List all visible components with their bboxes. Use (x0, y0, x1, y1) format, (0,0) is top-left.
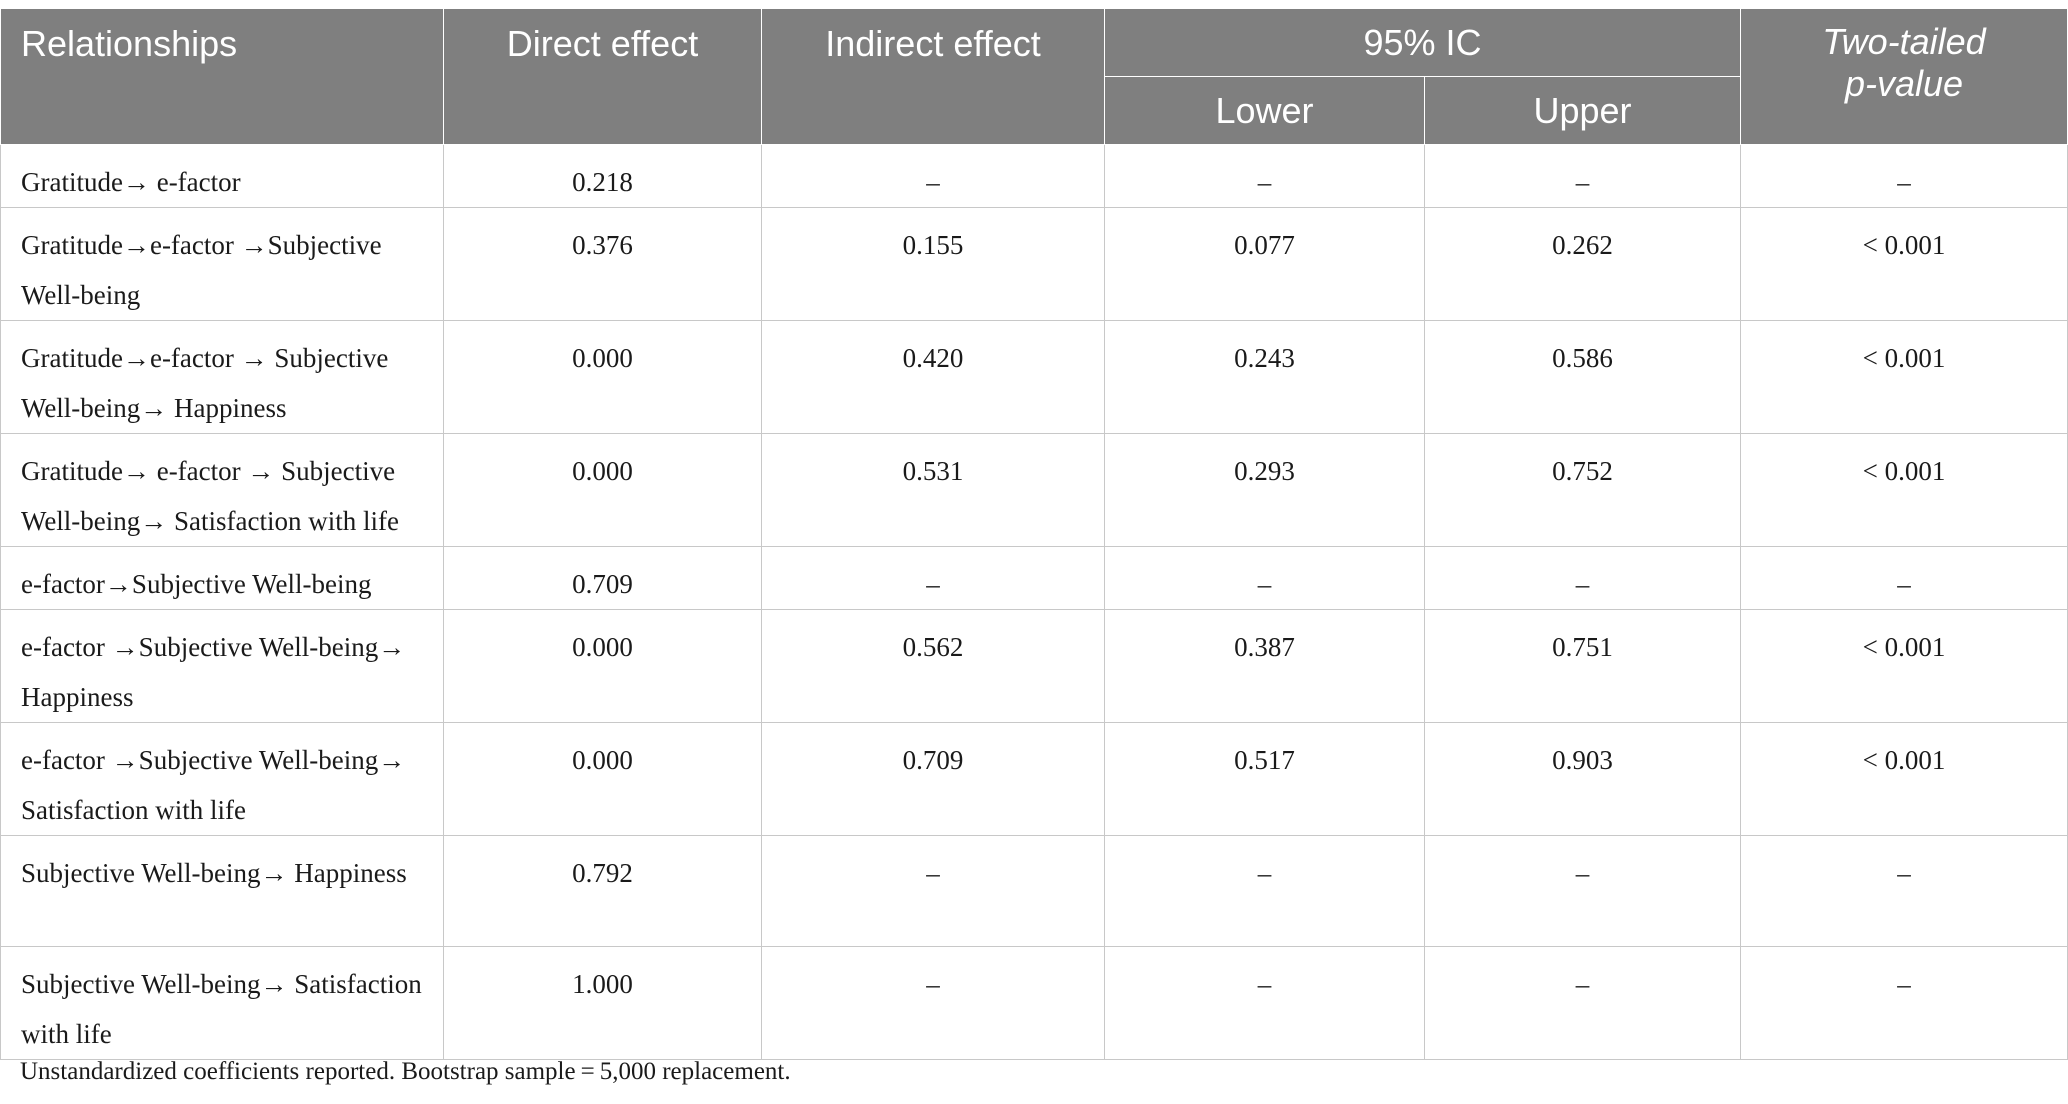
p-value-cell: < 0.001 (1740, 207, 2068, 321)
direct-effect-cell: 1.000 (443, 946, 762, 1060)
direct-effect-cell: 0.000 (443, 320, 762, 434)
direct-effect-cell: 0.000 (443, 433, 762, 547)
table-row: Gratitude→e-factor → Subjective Well-bei… (0, 320, 2068, 434)
p-value-cell: – (1740, 546, 2068, 610)
upper-ci-cell: – (1424, 546, 1741, 610)
upper-ci-cell: 0.752 (1424, 433, 1741, 547)
p-value-cell: – (1740, 835, 2068, 947)
upper-ci-cell: 0.262 (1424, 207, 1741, 321)
header-pvalue-line2: p-value (1844, 63, 1964, 104)
header-lower: Lower (1104, 76, 1425, 145)
table-row: Gratitude→ e-factor → Subjective Well-be… (0, 433, 2068, 547)
header-direct-effect: Direct effect (443, 8, 762, 145)
header-relationships: Relationships (0, 8, 444, 145)
table-row: Subjective Well-being→ Satisfaction with… (0, 946, 2068, 1060)
indirect-effect-cell: – (761, 946, 1105, 1060)
table-row: e-factor →Subjective Well-being→ Happine… (0, 609, 2068, 723)
indirect-effect-cell: 0.420 (761, 320, 1105, 434)
upper-ci-cell: – (1424, 946, 1741, 1060)
lower-ci-cell: 0.077 (1104, 207, 1425, 321)
p-value-cell: < 0.001 (1740, 433, 2068, 547)
indirect-effect-cell: 0.562 (761, 609, 1105, 723)
relationship-cell: e-factor →Subjective Well-being→ Happine… (0, 609, 444, 723)
relationship-cell: e-factor →Subjective Well-being→ Satisfa… (0, 722, 444, 836)
lower-ci-cell: 0.387 (1104, 609, 1425, 723)
upper-ci-cell: – (1424, 835, 1741, 947)
direct-effect-cell: 0.000 (443, 609, 762, 723)
direct-effect-cell: 0.376 (443, 207, 762, 321)
p-value-cell: – (1740, 946, 2068, 1060)
direct-effect-cell: 0.709 (443, 546, 762, 610)
lower-ci-cell: 0.517 (1104, 722, 1425, 836)
table-footnote: Unstandardized coefficients reported. Bo… (20, 1058, 791, 1085)
p-value-cell: < 0.001 (1740, 722, 2068, 836)
upper-ci-cell: 0.903 (1424, 722, 1741, 836)
header-upper: Upper (1424, 76, 1741, 145)
relationship-cell: Gratitude→ e-factor (0, 144, 444, 208)
lower-ci-cell: – (1104, 144, 1425, 208)
indirect-effect-cell: – (761, 144, 1105, 208)
upper-ci-cell: – (1424, 144, 1741, 208)
p-value-cell: – (1740, 144, 2068, 208)
direct-effect-cell: 0.792 (443, 835, 762, 947)
table-row: Subjective Well-being→ Happiness 0.792 –… (0, 835, 2068, 947)
header-pvalue-line1: Two-tailed (1822, 21, 1986, 62)
table-body: Gratitude→ e-factor 0.218 – – – – Gratit… (0, 144, 2068, 1060)
relationship-cell: Gratitude→e-factor →Subjective Well-bein… (0, 207, 444, 321)
table-row: e-factor→Subjective Well-being 0.709 – –… (0, 546, 2068, 610)
relationship-cell: Gratitude→e-factor → Subjective Well-bei… (0, 320, 444, 434)
relationship-cell: Gratitude→ e-factor → Subjective Well-be… (0, 433, 444, 547)
mediation-results-table: Relationships Direct effect Indirect eff… (0, 8, 2068, 1060)
indirect-effect-cell: – (761, 835, 1105, 947)
upper-ci-cell: 0.751 (1424, 609, 1741, 723)
p-value-cell: < 0.001 (1740, 320, 2068, 434)
lower-ci-cell: 0.243 (1104, 320, 1425, 434)
lower-ci-cell: 0.293 (1104, 433, 1425, 547)
direct-effect-cell: 0.000 (443, 722, 762, 836)
header-indirect-effect: Indirect effect (761, 8, 1105, 145)
lower-ci-cell: – (1104, 835, 1425, 947)
header-95-ic: 95% IC (1104, 8, 1741, 77)
p-value-cell: < 0.001 (1740, 609, 2068, 723)
table-row: e-factor →Subjective Well-being→ Satisfa… (0, 722, 2068, 836)
lower-ci-cell: – (1104, 546, 1425, 610)
lower-ci-cell: – (1104, 946, 1425, 1060)
upper-ci-cell: 0.586 (1424, 320, 1741, 434)
header-two-tailed-p-value: Two-tailed p-value (1740, 8, 2068, 145)
relationship-cell: Subjective Well-being→ Satisfaction with… (0, 946, 444, 1060)
indirect-effect-cell: 0.531 (761, 433, 1105, 547)
indirect-effect-cell: – (761, 546, 1105, 610)
table-row: Gratitude→ e-factor 0.218 – – – – (0, 144, 2068, 208)
relationship-cell: Subjective Well-being→ Happiness (0, 835, 444, 947)
indirect-effect-cell: 0.155 (761, 207, 1105, 321)
table-row: Gratitude→e-factor →Subjective Well-bein… (0, 207, 2068, 321)
relationship-cell: e-factor→Subjective Well-being (0, 546, 444, 610)
direct-effect-cell: 0.218 (443, 144, 762, 208)
indirect-effect-cell: 0.709 (761, 722, 1105, 836)
